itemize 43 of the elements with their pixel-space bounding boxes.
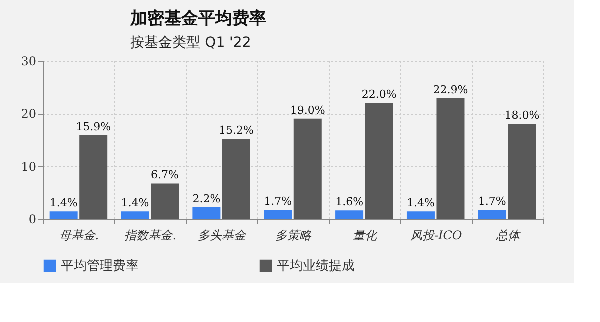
data-label: 19.0%: [290, 104, 326, 117]
chart-subtitle: 按基金类型 Q1 '22: [130, 35, 252, 51]
bar: [80, 135, 108, 219]
data-label: 6.7%: [151, 168, 179, 182]
data-label: 1.4%: [407, 196, 435, 210]
y-tick-label: 30: [21, 54, 36, 68]
data-label: 2.2%: [192, 192, 221, 206]
data-label: 1.7%: [478, 195, 506, 208]
y-tick-label: 20: [21, 107, 36, 122]
data-label: 1.6%: [336, 196, 364, 209]
bar: [365, 103, 394, 219]
data-label: 22.0%: [362, 88, 397, 102]
x-tick-label: 多头基金: [198, 228, 248, 242]
bar: [508, 124, 536, 219]
x-tick-label: 风投-ICO: [410, 228, 462, 242]
data-label: 15.2%: [218, 124, 254, 137]
bar: [121, 212, 150, 219]
x-tick-label: 母基金.: [59, 228, 100, 242]
x-tick-label: 量化: [352, 228, 378, 242]
bar: [436, 98, 465, 219]
legend-label: 平均业绩提成: [277, 258, 355, 273]
data-label: 18.0%: [504, 109, 540, 122]
bar: [294, 118, 322, 219]
data-label: 1.7%: [264, 195, 292, 208]
legend-label: 平均管理费率: [61, 258, 139, 273]
x-tick-label: 总体: [494, 228, 522, 242]
bar: [264, 210, 292, 219]
chart-title: 加密基金平均费率: [130, 9, 267, 29]
y-tick-label: 0: [28, 212, 36, 226]
bar: [478, 210, 506, 219]
data-label: 1.4%: [50, 196, 78, 210]
data-label: 1.4%: [121, 196, 150, 210]
y-tick-label: 10: [21, 160, 36, 174]
data-label: 22.9%: [433, 83, 468, 96]
bar: [336, 210, 364, 219]
x-tick-label: 多策略: [276, 228, 312, 242]
bar: [406, 212, 435, 219]
bar: [222, 138, 250, 219]
x-tick-label: 指数基金.: [124, 228, 177, 242]
data-label: 15.9%: [76, 120, 112, 134]
bar: [151, 184, 180, 219]
bar: [192, 207, 221, 219]
bar: [50, 212, 78, 219]
